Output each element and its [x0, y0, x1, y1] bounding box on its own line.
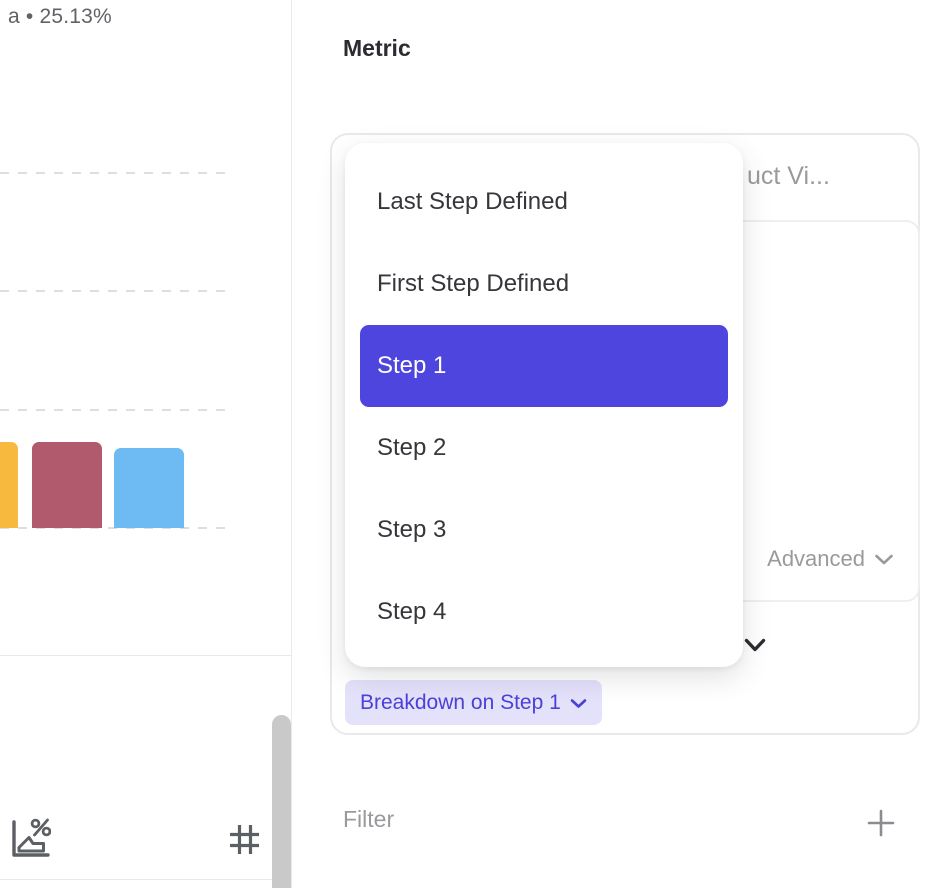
menu-item-last-step-defined[interactable]: Last Step Defined: [377, 188, 568, 215]
menu-item-step-3[interactable]: Step 3: [377, 516, 447, 543]
menu-item-step-1[interactable]: Step 1: [360, 325, 728, 407]
menu-item-first-step-defined[interactable]: First Step Defined: [377, 270, 570, 297]
chart-gridline: [0, 172, 228, 174]
funnel-bar-orange[interactable]: [0, 442, 18, 528]
add-filter-button[interactable]: [866, 808, 896, 843]
vertical-scrollbar-thumb[interactable]: [272, 715, 291, 888]
legend-conversion-rate: a • 25.13%: [8, 5, 112, 28]
breakdown-on-step-button[interactable]: Breakdown on Step 1: [345, 680, 602, 725]
chart-gridline: [0, 290, 228, 292]
advanced-label: Advanced: [767, 546, 865, 571]
funnel-percent-icon[interactable]: [7, 815, 52, 868]
funnel-bar-blue[interactable]: [114, 448, 184, 528]
chevron-down-icon[interactable]: [743, 637, 767, 659]
chevron-down-icon: [570, 691, 587, 715]
metric-controls-panel: Metric uct Vi... Advanced: [292, 0, 952, 888]
funnel-chart-panel: a • 25.13%: [0, 0, 292, 888]
funnel-bar-maroon[interactable]: [32, 442, 102, 528]
menu-item-step-2[interactable]: Step 2: [377, 434, 447, 461]
event-name-truncated[interactable]: uct Vi...: [747, 162, 830, 190]
menu-item-step-4[interactable]: Step 4: [377, 598, 447, 625]
filter-section-title: Filter: [343, 806, 395, 832]
hash-icon[interactable]: [226, 821, 263, 863]
panel-divider: [0, 879, 292, 880]
panel-divider: [0, 655, 292, 656]
breakdown-label: Breakdown on Step 1: [360, 690, 561, 714]
advanced-toggle[interactable]: Advanced: [767, 546, 894, 572]
step-select-dropdown: Last Step Defined First Step Defined Ste…: [345, 143, 743, 667]
chart-baseline: [0, 527, 228, 529]
chart-gridline: [0, 409, 228, 411]
chevron-down-icon: [874, 546, 894, 572]
metric-section-title: Metric: [343, 35, 411, 61]
